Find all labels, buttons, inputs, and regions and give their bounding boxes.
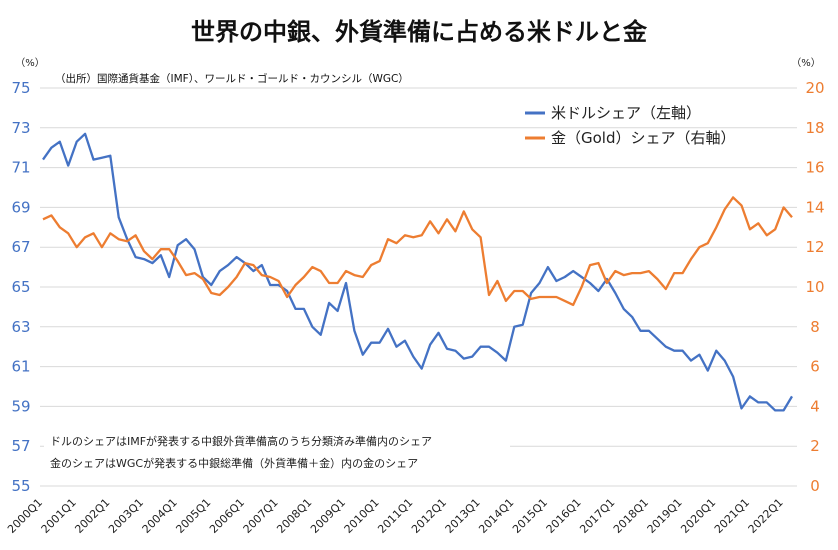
x-tick-label: 2018Q1 (611, 496, 651, 536)
right-y-tick-label: 20 (805, 79, 824, 97)
right-y-tick-label: 2 (810, 437, 820, 455)
left-y-tick-label: 69 (11, 198, 30, 216)
x-tick-label: 2014Q1 (476, 496, 516, 536)
x-tick-label: 2009Q1 (308, 496, 348, 536)
right-y-tick-label: 14 (805, 198, 824, 216)
left-y-tick-label: 73 (11, 119, 30, 137)
left-y-tick-label: 71 (11, 159, 30, 177)
notes-box: ドルのシェアはIMFが発表する中銀外貨準備高のうち分類済み準備内のシェア金のシェ… (44, 430, 510, 476)
chart-title: 世界の中銀、外貨準備に占める米ドルと金 (191, 18, 648, 46)
series-line-left (42, 132, 793, 412)
x-tick-label: 2007Q1 (241, 496, 281, 536)
x-tick-label: 2005Q1 (173, 496, 213, 536)
right-y-tick-label: 12 (805, 238, 824, 256)
left-y-tick-label: 55 (11, 477, 30, 495)
x-tick-label: 2011Q1 (375, 496, 415, 536)
gridlines (40, 87, 797, 487)
x-tick-label: 2021Q1 (712, 496, 752, 536)
x-tick-label: 2000Q1 (5, 496, 45, 536)
right-y-tick-label: 10 (805, 278, 824, 296)
left-y-tick-label: 63 (11, 318, 30, 336)
notes-background (44, 430, 510, 476)
right-y-tick-label: 16 (805, 159, 824, 177)
series-line-right (42, 196, 793, 307)
right-axis-unit: （%） (791, 57, 821, 69)
source-note: （出所）国際通貨基金（IMF）、ワールド・ゴールド・カウンシル（WGC） (55, 72, 409, 85)
x-tick-label: 2008Q1 (274, 496, 314, 536)
right-y-tick-label: 8 (810, 318, 820, 336)
right-y-tick-label: 18 (805, 119, 824, 137)
x-tick-label: 2003Q1 (106, 496, 146, 536)
note-line: 金のシェアはWGCが発表する中銀総準備（外貨準備＋金）内の金のシェア (50, 456, 418, 470)
x-tick-label: 2020Q1 (678, 496, 718, 536)
left-y-tick-label: 59 (11, 397, 30, 415)
left-y-tick-label: 65 (11, 278, 30, 296)
left-y-tick-label: 57 (11, 437, 30, 455)
legend-label: 金（Gold）シェア（右軸） (551, 129, 736, 147)
left-y-tick-label: 75 (11, 79, 30, 97)
x-tick-label: 2016Q1 (544, 496, 584, 536)
left-y-tick-label: 67 (11, 238, 30, 256)
right-y-tick-label: 0 (810, 477, 820, 495)
series-lines (42, 132, 793, 412)
x-tick-label: 2017Q1 (577, 496, 617, 536)
x-tick-label: 2002Q1 (72, 496, 112, 536)
x-tick-label: 2019Q1 (645, 496, 685, 536)
left-axis-unit: （%） (15, 57, 45, 69)
x-tick-label: 2006Q1 (207, 496, 247, 536)
right-y-tick-label: 4 (810, 397, 820, 415)
x-tick-label: 2012Q1 (409, 496, 449, 536)
legend-label: 米ドルシェア（左軸） (551, 104, 701, 122)
left-y-tick-label: 61 (11, 358, 30, 376)
note-line: ドルのシェアはIMFが発表する中銀外貨準備高のうち分類済み準備内のシェア (50, 434, 432, 448)
x-tick-label: 2013Q1 (443, 496, 483, 536)
x-tick-label: 2015Q1 (510, 496, 550, 536)
x-tick-label: 2022Q1 (746, 496, 786, 536)
x-axis-ticks: 2000Q12001Q12002Q12003Q12004Q12005Q12006… (5, 496, 786, 536)
right-y-tick-label: 6 (810, 358, 820, 376)
x-tick-label: 2010Q1 (342, 496, 382, 536)
y-axis-ticks: 55 0 57 2 59 4 61 6 63 8 65 10 67 12 69 14 71 16 73 18 75 20 (11, 79, 824, 495)
legend: 米ドルシェア（左軸） 金（Gold）シェア（右軸） (525, 104, 736, 147)
x-tick-label: 2004Q1 (140, 496, 180, 536)
x-tick-label: 2001Q1 (39, 496, 79, 536)
